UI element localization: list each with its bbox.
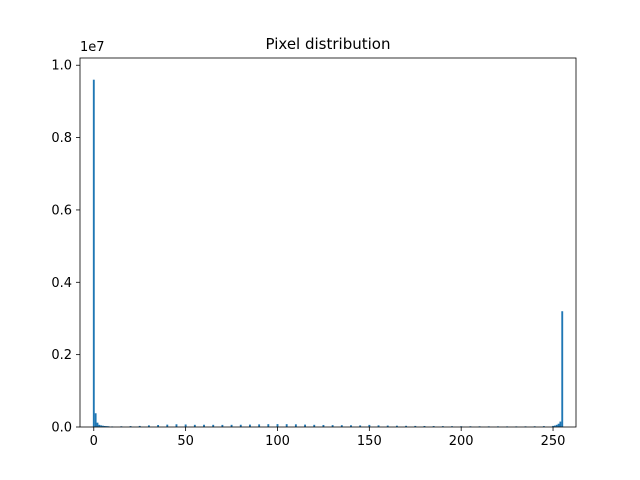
histogram-bar — [92, 79, 95, 428]
histogram-bar — [203, 424, 205, 427]
histogram-bar — [350, 425, 352, 427]
histogram-bar — [267, 424, 270, 427]
x-axis-ticks: 0 50 100 150 200 250 — [90, 427, 566, 449]
histogram-bar — [441, 426, 444, 427]
histogram-bar — [193, 424, 196, 427]
histogram-bar — [285, 424, 288, 427]
histogram-bar — [395, 425, 398, 427]
x-tick-label: 50 — [177, 434, 194, 449]
x-tick-label: 100 — [265, 434, 290, 449]
histogram-bar — [294, 424, 297, 427]
y-tick-label: 0.6 — [51, 203, 72, 218]
y-tick-label: 0.0 — [51, 421, 72, 436]
histogram-bar — [322, 424, 325, 427]
x-tick-label: 0 — [90, 434, 98, 449]
y-axis-ticks: 0.0 0.2 0.4 0.6 0.8 1.0 — [51, 59, 80, 436]
y-tick-label: 1.0 — [51, 59, 72, 74]
histogram-bar — [557, 423, 560, 427]
histogram-bar — [212, 424, 215, 427]
histogram-bar — [239, 424, 242, 427]
histogram-bar — [386, 425, 389, 427]
histogram-bar — [423, 425, 426, 427]
histogram-bar — [184, 424, 187, 427]
histogram-bar — [414, 425, 417, 427]
histogram-bar — [559, 421, 562, 427]
histogram-bar — [313, 424, 316, 427]
histogram-bar — [129, 426, 132, 427]
histogram-bar — [103, 425, 106, 427]
histogram-bar — [230, 424, 233, 427]
histogram-bar — [304, 424, 306, 427]
histogram-bars — [92, 79, 564, 428]
histogram-bar — [331, 425, 334, 427]
histogram-bar — [94, 413, 97, 427]
histogram-bar — [96, 422, 99, 427]
y-tick-label: 0.8 — [51, 131, 72, 146]
histogram-bar — [258, 424, 261, 427]
histogram-bar — [175, 424, 178, 427]
chart-title: Pixel distribution — [266, 35, 391, 53]
histogram-bar — [276, 424, 279, 427]
histogram-bar — [105, 426, 108, 427]
histogram-bar — [432, 426, 435, 427]
histogram-bar — [249, 424, 251, 427]
x-tick-label: 200 — [449, 434, 474, 449]
histogram-bar — [100, 425, 103, 427]
histogram-bar — [221, 424, 224, 427]
y-scale-label: 1e7 — [80, 40, 105, 55]
x-tick-label: 250 — [541, 434, 566, 449]
histogram-bar — [542, 426, 545, 427]
histogram-bar — [147, 425, 150, 427]
histogram-bar — [98, 424, 101, 427]
x-tick-label: 150 — [357, 434, 382, 449]
histogram-bar — [405, 425, 408, 427]
histogram-bar — [157, 425, 160, 427]
histogram-bar — [138, 425, 141, 427]
histogram-bar — [561, 311, 564, 427]
histogram-bar — [102, 425, 104, 427]
histogram-bar — [166, 424, 169, 427]
histogram-bar — [340, 425, 343, 427]
histogram-bar — [359, 425, 362, 427]
histogram-bar — [555, 424, 558, 427]
y-tick-label: 0.2 — [51, 348, 72, 363]
plot-frame — [79, 57, 577, 428]
histogram-bar — [368, 424, 371, 427]
histogram-bar — [553, 425, 556, 427]
histogram-bar — [377, 425, 380, 427]
histogram-bar — [552, 425, 554, 427]
y-tick-label: 0.4 — [51, 276, 72, 291]
